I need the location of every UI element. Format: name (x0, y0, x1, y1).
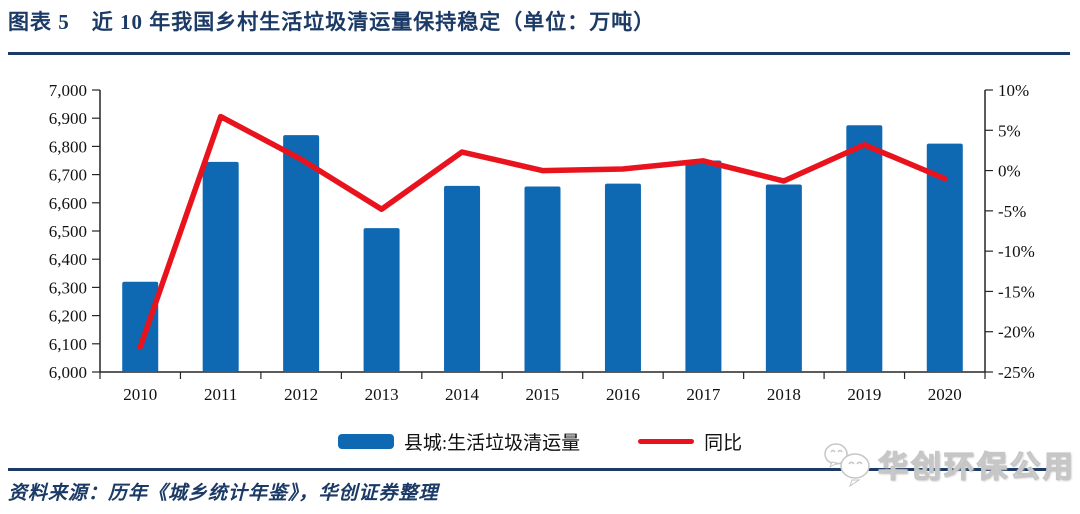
chart-legend: 县城:生活垃圾清运量 同比 (0, 428, 1080, 455)
y-axis-left-label: 6,700 (49, 166, 87, 185)
x-axis-label: 2015 (526, 385, 560, 404)
y-axis-right-label: -20% (998, 323, 1035, 342)
y-axis-right-label: 5% (998, 121, 1021, 140)
bar-2010 (122, 281, 159, 372)
x-axis-label: 2010 (123, 385, 157, 404)
bar-2013 (363, 228, 400, 372)
y-axis-right-label: -5% (998, 202, 1026, 221)
legend-item-line-series: 同比 (638, 428, 742, 455)
bar-2011 (202, 161, 239, 372)
wechat-bubbles-icon (824, 443, 870, 488)
watermark-label: 华创环保公用 (877, 450, 1076, 484)
y-axis-left-label: 7,000 (49, 81, 87, 100)
y-axis-left-label: 6,100 (49, 335, 87, 354)
line-series-label: 同比 (704, 433, 743, 454)
x-axis-label: 2014 (445, 385, 480, 404)
y-axis-right-label: 0% (998, 162, 1021, 181)
bar-2020 (926, 143, 963, 372)
legend-item-bar-series: 县城:生活垃圾清运量 (337, 428, 581, 455)
bar-series-label: 县城:生活垃圾清运量 (403, 433, 581, 454)
y-axis-left-label: 6,500 (49, 222, 87, 241)
y-axis-right-label: -25% (998, 363, 1035, 382)
watermark: 华创环保公用 (822, 440, 1076, 488)
y-axis-left-label: 6,300 (49, 278, 87, 297)
top-divider (8, 52, 1070, 55)
line-series-swatch (638, 439, 695, 444)
bar-2016 (604, 183, 641, 372)
x-axis-label: 2020 (928, 385, 962, 404)
figure-title: 图表 5 近 10 年我国乡村生活垃圾清运量保持稳定（单位：万吨） (8, 10, 656, 34)
yoy-trend-line (137, 113, 948, 350)
y-axis-left-label: 6,800 (49, 137, 87, 156)
bar-2014 (444, 185, 481, 372)
y-axis-left-label: 6,600 (49, 194, 87, 213)
bar-2018 (765, 184, 802, 372)
bar-2012 (283, 135, 320, 372)
chart-canvas: 7,000 6,900 6,800 6,700 6,600 6,500 6,400 6,300… (49, 81, 1035, 404)
y-axis-left-label: 6,900 (49, 109, 87, 128)
y-axis-right-label: -15% (998, 282, 1035, 301)
x-axis-label: 2012 (284, 385, 318, 404)
y-axis-right-label: 10% (998, 81, 1029, 100)
source-note: 资料来源：历年《城乡统计年鉴》，华创证券整理 (8, 483, 439, 504)
y-axis-left-label: 6,400 (49, 250, 87, 269)
bar-2019 (846, 125, 883, 372)
x-axis-label: 2017 (686, 385, 721, 404)
x-axis-label: 2019 (847, 385, 881, 404)
x-axis-label: 2013 (365, 385, 399, 404)
y-axis-left-label: 6,000 (49, 363, 87, 382)
bottom-divider (8, 468, 1070, 471)
y-axis-left-label: 6,200 (49, 307, 87, 326)
y-axis-right-label: -10% (998, 242, 1035, 261)
bar-series-swatch (337, 434, 394, 449)
x-axis-label: 2018 (767, 385, 801, 404)
bar-2017 (685, 160, 722, 372)
x-axis-label: 2011 (204, 385, 237, 404)
bar-2015 (524, 186, 561, 372)
x-axis-label: 2016 (606, 385, 640, 404)
